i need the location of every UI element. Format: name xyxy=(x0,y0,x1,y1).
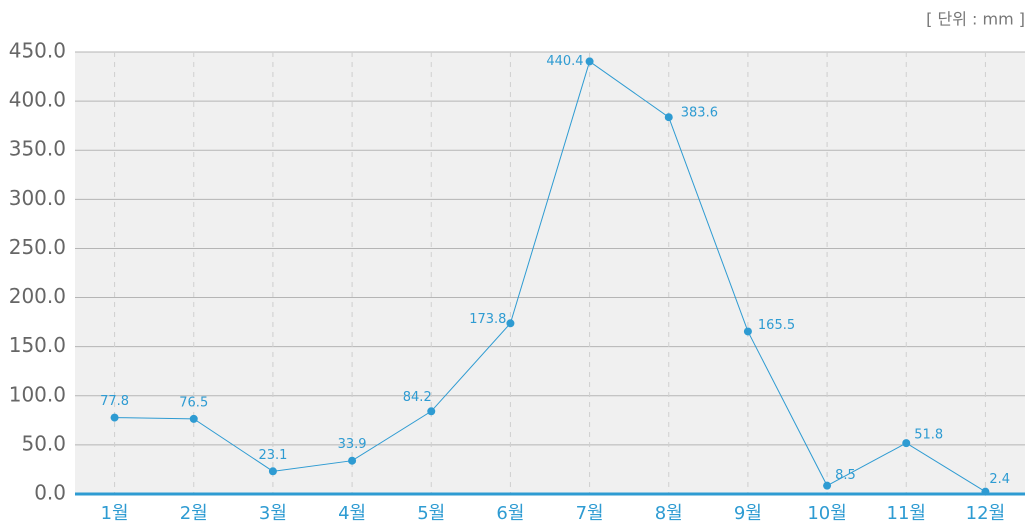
data-label: 2.4 xyxy=(989,472,1010,487)
data-point xyxy=(427,407,436,416)
x-tick-label: 4월 xyxy=(338,503,366,524)
data-label: 165.5 xyxy=(758,318,795,333)
data-label: 383.6 xyxy=(681,106,718,121)
data-point xyxy=(664,113,673,122)
x-tick-label: 12월 xyxy=(966,503,1005,524)
y-tick-label: 250.0 xyxy=(9,235,66,259)
plot-background xyxy=(75,52,1025,494)
data-point xyxy=(585,57,594,66)
x-tick-label: 9월 xyxy=(734,503,762,524)
data-point xyxy=(189,414,198,423)
unit-label: [ 단위 : mm ] xyxy=(926,10,1025,29)
data-point xyxy=(110,413,119,422)
x-tick-label: 1월 xyxy=(101,503,129,524)
y-tick-label: 400.0 xyxy=(9,88,66,112)
x-tick-label: 7월 xyxy=(576,503,604,524)
x-tick-label: 2월 xyxy=(180,503,208,524)
y-tick-label: 0.0 xyxy=(34,481,66,505)
series-line xyxy=(114,60,986,493)
data-point xyxy=(348,456,357,465)
data-label: 33.9 xyxy=(338,437,367,452)
data-point xyxy=(268,467,277,476)
data-point xyxy=(981,487,990,496)
data-label: 51.8 xyxy=(914,428,943,443)
y-tick-label: 350.0 xyxy=(9,137,66,161)
data-point xyxy=(506,319,515,328)
data-point xyxy=(823,481,832,490)
x-tick-label: 10월 xyxy=(807,503,846,524)
x-tick-label: 11월 xyxy=(887,503,926,524)
y-tick-label: 150.0 xyxy=(9,333,66,357)
x-tick-label: 3월 xyxy=(259,503,287,524)
y-tick-label: 200.0 xyxy=(9,284,66,308)
x-tick-label: 5월 xyxy=(417,503,445,524)
data-label: 76.5 xyxy=(179,395,208,410)
data-label: 23.1 xyxy=(258,448,287,463)
data-label: 173.8 xyxy=(469,312,506,327)
data-point xyxy=(902,439,911,448)
y-tick-label: 50.0 xyxy=(21,431,66,455)
y-tick-label: 300.0 xyxy=(9,186,66,210)
data-point xyxy=(743,327,752,336)
data-label: 440.4 xyxy=(546,54,583,69)
data-label: 8.5 xyxy=(835,468,856,483)
data-label: 84.2 xyxy=(403,390,432,405)
x-tick-label: 6월 xyxy=(496,503,524,524)
y-tick-label: 450.0 xyxy=(9,39,66,63)
x-tick-label: 8월 xyxy=(655,503,683,524)
data-label: 77.8 xyxy=(100,394,129,409)
y-tick-label: 100.0 xyxy=(9,382,66,406)
